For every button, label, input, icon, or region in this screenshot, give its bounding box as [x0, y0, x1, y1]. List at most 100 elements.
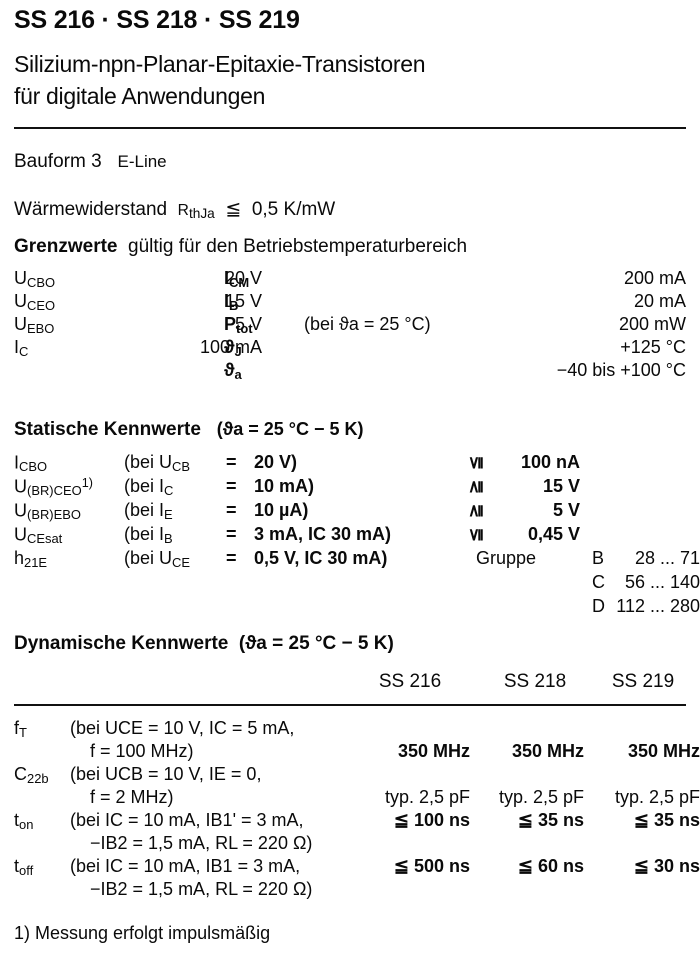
table-row: f = 2 MHz) typ. 2,5 pF typ. 2,5 pF typ. … — [14, 787, 700, 810]
static-comparator: ≧ — [466, 503, 485, 518]
static-comparator: ≧ — [466, 479, 485, 494]
static-symbol: ICBO — [14, 452, 48, 475]
dynamic-table: fT (bei UCE = 10 V, IC = 5 mA, f = 100 M… — [14, 718, 700, 902]
dynamic-value-ss216: ≦ 100 ns — [393, 810, 470, 830]
dynamic-condition: (ϑa = 25 °C − 5 K) — [238, 633, 394, 654]
footnote: 1) Messung erfolgt impulsmäßig — [14, 923, 271, 943]
dynamic-condition-line1: (bei UCE = 10 V, IC = 5 mA, — [70, 718, 295, 738]
dynamic-value-ss219: ≦ 35 ns — [633, 810, 700, 830]
static-equals: = — [226, 524, 237, 544]
limits-heading-bold: Grenzwerte — [14, 236, 118, 257]
static-condition-text: (bei IC — [124, 476, 174, 498]
header-divider — [14, 127, 686, 129]
table-row: UCBO 20 V ICM 200 mA — [14, 268, 686, 291]
dynamic-condition-line1: (bei IC = 10 mA, IB1' = 3 mA, — [70, 810, 304, 830]
limits-symbol: UCBO — [14, 268, 56, 290]
dynamic-value-ss219: 350 MHz — [627, 741, 700, 761]
table-row: C22b (bei UCB = 10 V, IE = 0, — [14, 764, 700, 787]
thermal-value: 0,5 K/mW — [251, 199, 336, 220]
page-title: SS 216 · SS 218 · SS 219 — [14, 6, 300, 34]
column-header-ss219: SS 219 — [611, 671, 675, 692]
group-letter: C — [592, 572, 605, 592]
limits-value-2: −40 bis +100 °C — [556, 360, 686, 380]
static-limit: 15 V — [542, 476, 580, 496]
dynamic-value-ss216: ≦ 500 ns — [393, 856, 470, 876]
static-equals: = — [226, 548, 237, 568]
limits-note: (bei ϑa = 25 °C) — [304, 314, 431, 334]
dynamic-heading-text: Dynamische Kennwerte — [14, 633, 229, 654]
static-condition: (ϑa = 25 °C − 5 K) — [216, 419, 364, 439]
static-condition-text: (bei IE — [124, 500, 173, 522]
table-row: IC 100 mA ϑJ +125 °C — [14, 337, 686, 360]
limits-heading-rest: gültig für den Betriebstemperaturbereich — [128, 236, 468, 257]
limits-value: 20 V — [224, 268, 262, 288]
table-row: ton (bei IC = 10 mA, IB1' = 3 mA, ≦ 100 … — [14, 810, 700, 833]
table-row: UCEsat (bei IB = 3 mA, IC 30 mA) ≦ 0,45 … — [14, 524, 686, 548]
table-row: −IB2 = 1,5 mA, RL = 220 Ω) — [14, 833, 700, 856]
dynamic-value-ss218: 350 MHz — [511, 741, 584, 761]
dynamic-value-ss218: typ. 2,5 pF — [498, 787, 584, 807]
limits-symbol-2: ICM — [224, 268, 250, 290]
static-condition-text: (bei IB — [124, 524, 173, 546]
limits-symbol-2: Ptot — [224, 314, 253, 336]
table-row: fT (bei UCE = 10 V, IC = 5 mA, — [14, 718, 700, 741]
static-symbol: UCEsat — [14, 524, 63, 547]
limits-symbol-2: ϑa — [224, 360, 242, 382]
table-row: UEBO 5 V Ptot (bei ϑa = 25 °C) 200 mW — [14, 314, 686, 337]
thermal-operator: ≦ — [225, 199, 242, 220]
table-row: C 56 ... 140 — [14, 572, 700, 596]
dynamic-column-headers: SS 216 SS 218 SS 219 — [0, 671, 700, 695]
table-row: U(BR)EBO (bei IE = 10 µA) ≧ 5 V — [14, 500, 686, 524]
limits-value: 15 V — [224, 291, 262, 311]
subtitle-line-1: Silizium-npn-Planar-Epitaxie-Transistore… — [14, 51, 426, 77]
static-heading-text: Statische Kennwerte — [14, 419, 201, 440]
static-limit: 0,45 V — [527, 524, 580, 544]
group-range: 56 ... 140 — [624, 572, 700, 592]
static-condition-text: (bei UCB — [124, 452, 191, 474]
static-comparator: ≦ — [466, 527, 485, 542]
limits-value-2: +125 °C — [620, 337, 686, 357]
package-info: Bauform 3 E-Line — [14, 152, 167, 171]
static-equals: = — [226, 452, 237, 472]
group-label: Gruppe — [476, 548, 537, 568]
static-argument: 20 V) — [254, 452, 298, 472]
static-symbol: U(BR)CEO1) — [14, 476, 93, 499]
dynamic-value-ss216: 350 MHz — [397, 741, 470, 761]
limits-value-2: 200 mA — [623, 268, 686, 288]
static-comparator: ≦ — [466, 455, 485, 470]
dynamic-symbol: C22b — [14, 764, 49, 786]
table-row: toff (bei IC = 10 mA, IB1 = 3 mA, ≦ 500 … — [14, 856, 700, 879]
dynamic-value-ss219: ≦ 30 ns — [633, 856, 700, 876]
dynamic-value-ss216: typ. 2,5 pF — [384, 787, 470, 807]
static-limit: 100 nA — [520, 452, 580, 472]
group-letter: B — [592, 548, 605, 568]
dynamic-symbol: fT — [14, 718, 27, 740]
column-header-ss218: SS 218 — [503, 671, 567, 692]
limits-value-2: 20 mA — [633, 291, 686, 311]
dynamic-condition-line2: −IB2 = 1,5 mA, RL = 220 Ω) — [90, 833, 313, 853]
static-equals: = — [226, 500, 237, 520]
column-header-ss216: SS 216 — [378, 671, 442, 692]
limits-value: 100 mA — [199, 337, 262, 357]
static-argument: 10 µA) — [254, 500, 309, 520]
table-row: ICBO (bei UCB = 20 V) ≦ 100 nA — [14, 452, 686, 476]
static-argument: 10 mA) — [254, 476, 315, 496]
dynamic-value-ss218: ≦ 60 ns — [517, 856, 584, 876]
dynamic-symbol: toff — [14, 856, 34, 878]
limits-value: 5 V — [234, 314, 262, 334]
limits-symbol-2: ϑJ — [224, 337, 242, 359]
table-row: f = 100 MHz) 350 MHz 350 MHz 350 MHz — [14, 741, 700, 764]
package-value: E-Line — [117, 152, 167, 171]
static-argument: 3 mA, IC 30 mA) — [254, 524, 392, 544]
dynamic-condition-line1: (bei UCB = 10 V, IE = 0, — [70, 764, 262, 784]
limits-symbol: UCEO — [14, 291, 56, 313]
dynamic-value-ss218: ≦ 35 ns — [517, 810, 584, 830]
static-heading: Statische Kennwerte (ϑa = 25 °C − 5 K) — [14, 420, 363, 439]
limits-symbol-2: IB — [224, 291, 239, 313]
dynamic-symbol: ton — [14, 810, 34, 832]
thermal-symbol: RthJa — [177, 202, 215, 221]
group-range: 28 ... 71 — [634, 548, 700, 568]
static-symbol: h21E — [14, 548, 48, 570]
dynamic-value-ss219: typ. 2,5 pF — [614, 787, 700, 807]
